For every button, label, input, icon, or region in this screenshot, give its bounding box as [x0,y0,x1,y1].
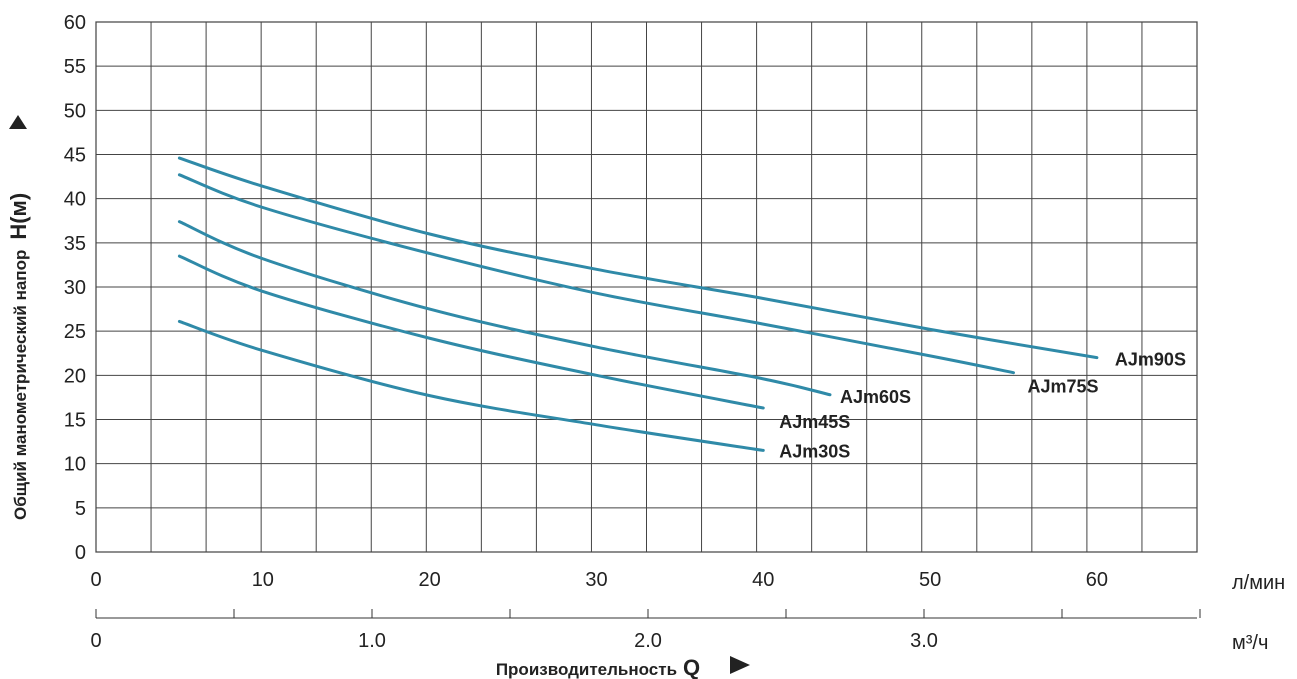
x-tick-label: 40 [752,569,774,591]
x-axis-arrow-icon [730,656,750,674]
y-tick-label: 30 [64,277,86,299]
y-axis-title-group: Общий манометрический напор H(м) [6,193,31,520]
series-line-ajm75s [177,173,1015,375]
x-tick-label: 50 [919,569,941,591]
x-tick-label: 30 [585,569,607,591]
curve-labels: AJm90S AJm75S AJm60S AJm45S AJm30S [779,350,1186,462]
y-tick-label: 35 [64,233,86,255]
y-tick-label: 40 [64,189,86,211]
y-tick-label: 60 [64,12,86,34]
x2-tick-label: 2.0 [634,630,662,652]
series-line-ajm45s [177,254,765,410]
pump-curves [177,156,1099,452]
series-label-ajm75s: AJm75S [1028,377,1099,397]
x2-unit-label: м³/ч [1232,632,1268,654]
series-line-ajm90s [177,156,1099,360]
x-axis-symbol: Q [683,655,700,679]
series-label-ajm45s: AJm45S [779,412,850,432]
x-tick-labels: 0 10 20 30 40 50 60 [90,569,1108,591]
x2-tick-label: 3.0 [910,630,938,652]
series-label-ajm60s: AJm60S [840,387,911,407]
y-tick-label: 0 [75,542,86,564]
series-line-ajm30s [177,319,765,452]
x-unit-label: л/мин [1232,572,1285,594]
series-label-ajm30s: AJm30S [779,441,850,461]
x-tick-label: 0 [90,569,101,591]
y-tick-label: 45 [64,145,86,167]
x-tick-label: 20 [419,569,441,591]
y-axis-title: Общий манометрический напор H(м) [6,115,31,520]
y-tick-label: 10 [64,454,86,476]
x-tick-label: 60 [1086,569,1108,591]
y-tick-label: 50 [64,100,86,122]
y-tick-label: 5 [75,498,86,520]
y-tick-labels: 0 5 10 15 20 25 30 35 40 45 50 55 60 [64,12,86,564]
plot-grid [95,21,1198,553]
y-axis-title-text: Общий манометрический напор [11,250,30,520]
x-axis-title-text: Производительность [496,660,677,679]
y-axis-symbol: H(м) [6,193,31,240]
y-tick-label: 25 [64,321,86,343]
x2-tick-label: 1.0 [358,630,386,652]
y-tick-label: 20 [64,365,86,387]
y-axis-arrow-icon [9,115,27,129]
secondary-x-axis: 0 1.0 2.0 3.0 [90,609,1201,652]
x2-tick-label: 0 [90,630,101,652]
series-label-ajm90s: AJm90S [1115,350,1186,370]
y-tick-label: 55 [64,56,86,78]
y-tick-label: 15 [64,410,86,432]
x-tick-label: 10 [252,569,274,591]
series-line-ajm60s [177,220,832,397]
x-axis-title: Производительность Q [496,655,700,679]
